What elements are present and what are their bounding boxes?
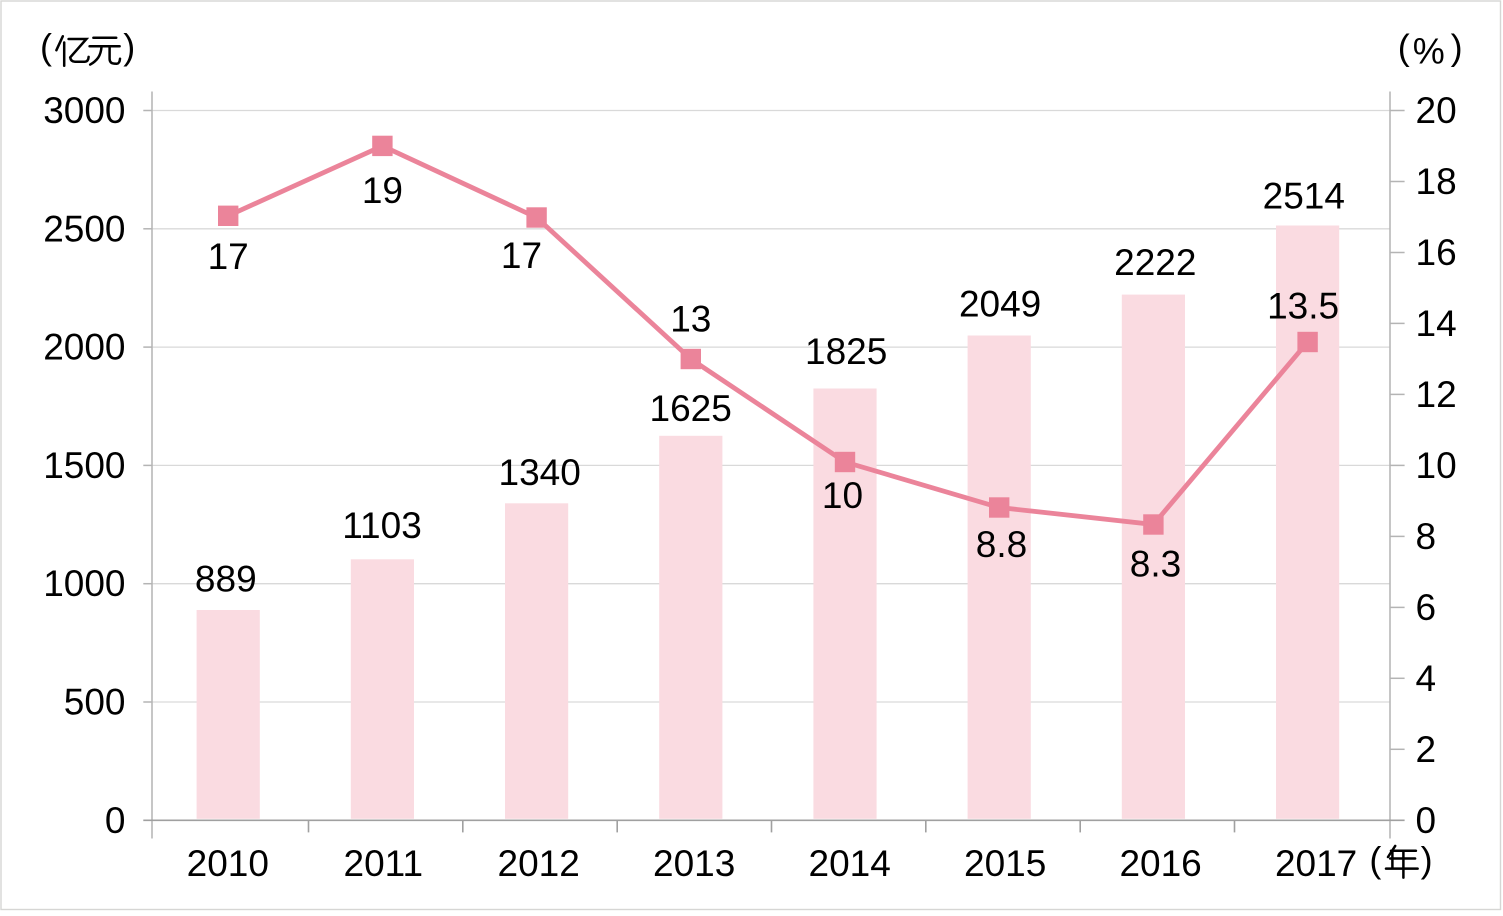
svg-text:6: 6 — [1416, 587, 1437, 628]
svg-text:(: ( — [40, 26, 52, 67]
svg-text:2016: 2016 — [1119, 843, 1201, 884]
svg-text:2: 2 — [1416, 729, 1437, 770]
svg-text:): ) — [1451, 27, 1463, 68]
svg-text:2017: 2017 — [1275, 843, 1357, 884]
svg-text:1340: 1340 — [499, 452, 581, 493]
svg-text:1103: 1103 — [342, 505, 422, 546]
svg-text:19: 19 — [362, 170, 403, 211]
svg-text:13: 13 — [670, 298, 711, 339]
svg-text:2500: 2500 — [43, 208, 125, 249]
svg-text:2000: 2000 — [43, 327, 125, 368]
svg-text:0: 0 — [1416, 800, 1437, 841]
svg-text:12: 12 — [1416, 374, 1457, 415]
svg-text:500: 500 — [64, 682, 126, 723]
svg-text:13.5: 13.5 — [1267, 285, 1339, 326]
svg-text:2014: 2014 — [809, 843, 891, 884]
svg-text:2013: 2013 — [653, 843, 735, 884]
svg-text:3000: 3000 — [43, 90, 125, 131]
svg-text:14: 14 — [1416, 303, 1457, 344]
svg-text:2012: 2012 — [498, 843, 580, 884]
svg-text:889: 889 — [195, 559, 257, 600]
svg-text:8.3: 8.3 — [1130, 544, 1181, 585]
svg-text:1825: 1825 — [805, 331, 887, 372]
svg-text:1500: 1500 — [43, 445, 125, 486]
svg-text:(: ( — [1369, 839, 1381, 880]
svg-text:2011: 2011 — [344, 843, 424, 884]
svg-text:): ) — [1421, 839, 1433, 880]
svg-text:17: 17 — [208, 236, 249, 277]
svg-text:1625: 1625 — [650, 388, 732, 429]
svg-text:(: ( — [1398, 27, 1410, 68]
svg-text:0: 0 — [105, 800, 126, 841]
svg-text:2514: 2514 — [1263, 175, 1345, 216]
svg-text:2010: 2010 — [187, 843, 269, 884]
svg-text:2222: 2222 — [1114, 242, 1196, 283]
svg-text:17: 17 — [501, 235, 542, 276]
svg-text:4: 4 — [1416, 658, 1437, 699]
svg-text:18: 18 — [1416, 161, 1457, 202]
svg-text:20: 20 — [1416, 90, 1457, 131]
svg-text:2015: 2015 — [964, 843, 1046, 884]
svg-text:8.8: 8.8 — [976, 524, 1027, 565]
svg-text:16: 16 — [1416, 232, 1457, 273]
svg-text:2049: 2049 — [959, 283, 1041, 324]
svg-text:8: 8 — [1416, 516, 1437, 557]
svg-text:1000: 1000 — [43, 563, 125, 604]
svg-text:10: 10 — [1416, 445, 1457, 486]
svg-text:%: % — [1413, 30, 1445, 71]
svg-text:): ) — [123, 26, 135, 67]
svg-text:10: 10 — [822, 475, 863, 516]
